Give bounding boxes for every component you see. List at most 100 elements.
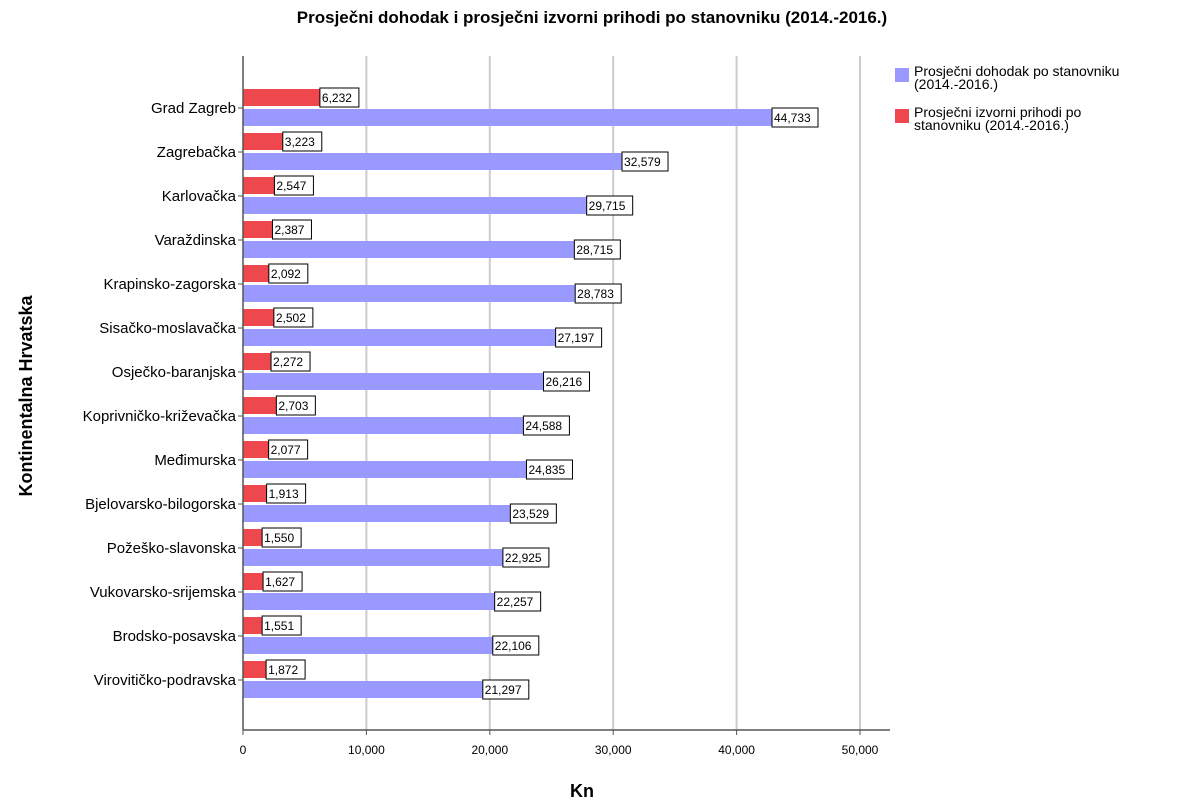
data-label-dohodak-box (482, 679, 530, 700)
data-label-izvorni-prihodi-box (275, 395, 316, 416)
bar-izvorni-prihodi (243, 177, 275, 194)
category-label: Karlovačka (162, 188, 237, 205)
x-tick-label: 20,000 (471, 743, 508, 757)
data-label-dohodak-box (573, 239, 621, 260)
data-label-dohodak-box (586, 195, 634, 216)
category-label: Koprivničko-križevačka (83, 408, 237, 425)
data-label-dohodak: 21,297 (485, 683, 522, 697)
bar-izvorni-prihodi (243, 485, 267, 502)
data-label-izvorni-prihodi: 6,232 (322, 91, 352, 105)
data-label-izvorni-prihodi: 2,092 (271, 267, 301, 281)
bar-dohodak (243, 549, 526, 566)
bar-dohodak (243, 593, 518, 610)
category-label: Osječko-baranjska (112, 364, 237, 381)
data-label-dohodak-box (621, 151, 669, 172)
x-tick-label: 10,000 (348, 743, 385, 757)
axes: 0 10,000 20,000 30,000 40,000 50,000 Grad Zagr… (83, 56, 890, 757)
data-labels: 6,232 44,733 3,223 32,579 2,547 29,715 2,387 28… (261, 87, 819, 700)
category-label: Požeško-slavonska (107, 540, 237, 557)
data-label-izvorni-prihodi: 1,872 (268, 663, 298, 677)
data-label-dohodak: 27,197 (558, 331, 595, 345)
data-label-izvorni-prihodi-box (270, 351, 311, 372)
y-axis-title: Kontinentalna Hrvatska (16, 294, 36, 496)
data-label-dohodak: 26,216 (546, 375, 583, 389)
category-label: Varaždinska (155, 232, 237, 249)
data-label-izvorni-prihodi-box (268, 263, 309, 284)
data-label-izvorni-prihodi-box (262, 571, 303, 592)
category-label: Vukovarsko-srijemska (90, 584, 237, 601)
bar-dohodak (243, 153, 646, 170)
category-label: Grad Zagreb (151, 100, 236, 117)
data-label-izvorni-prihodi: 1,551 (264, 619, 294, 633)
legend-izvorni-prihodi-text: Prosječni izvorni prihodi po (914, 104, 1082, 120)
bar-izvorni-prihodi (243, 309, 274, 326)
data-label-izvorni-prihodi-box (265, 659, 306, 680)
bar-izvorni-prihodi (243, 661, 267, 678)
bar-izvorni-prihodi (243, 265, 269, 282)
chart-title: Prosječni dohodak i prosječni izvorni pr… (296, 8, 888, 27)
bar-dohodak (243, 373, 567, 390)
data-label-izvorni-prihodi-box (273, 175, 314, 196)
category-label: Bjelovarsko-bilogorska (85, 496, 237, 513)
bar-izvorni-prihodi (243, 133, 283, 150)
bar-dohodak (243, 329, 579, 346)
data-label-izvorni-prihodi: 2,703 (278, 399, 308, 413)
bar-izvorni-prihodi (243, 397, 277, 414)
data-label-dohodak: 22,257 (497, 595, 534, 609)
data-label-izvorni-prihodi-box (268, 439, 309, 460)
data-label-dohodak: 22,925 (505, 551, 542, 565)
data-label-izvorni-prihodi: 2,077 (271, 443, 301, 457)
bar-dohodak (243, 417, 547, 434)
data-label-dohodak-box (502, 547, 550, 568)
data-label-dohodak-box (492, 635, 540, 656)
bar-dohodak (243, 681, 506, 698)
data-label-dohodak: 32,579 (624, 155, 661, 169)
data-label-izvorni-prihodi: 2,387 (274, 223, 304, 237)
data-label-izvorni-prihodi: 1,913 (269, 487, 299, 501)
data-label-izvorni-prihodi: 1,550 (264, 531, 294, 545)
bar-izvorni-prihodi (243, 89, 320, 106)
data-label-izvorni-prihodi: 2,272 (273, 355, 303, 369)
x-axis-title: Kn (570, 781, 594, 800)
data-label-dohodak-box (494, 591, 542, 612)
data-label-dohodak-box (574, 283, 622, 304)
category-label: Brodsko-posavska (113, 628, 237, 645)
data-label-izvorni-prihodi-box (273, 307, 314, 328)
bar-izvorni-prihodi (243, 529, 263, 546)
bar-dohodak (243, 461, 550, 478)
data-label-dohodak: 28,783 (577, 287, 614, 301)
data-label-izvorni-prihodi: 2,547 (276, 179, 306, 193)
bar-izvorni-prihodi (243, 353, 272, 370)
data-label-dohodak: 23,529 (512, 507, 549, 521)
data-label-izvorni-prihodi-box (266, 483, 307, 504)
data-label-dohodak: 28,715 (576, 243, 613, 257)
data-label-dohodak: 44,733 (774, 111, 811, 125)
bar-dohodak (243, 197, 610, 214)
data-label-dohodak: 24,588 (525, 419, 562, 433)
category-label: Krapinsko-zagorska (103, 276, 236, 293)
bar-izvorni-prihodi (243, 441, 269, 458)
legend: Prosječni dohodak po stanovniku(2014.-20… (895, 63, 1119, 133)
bars (243, 89, 796, 698)
x-tick-label: 40,000 (718, 743, 755, 757)
x-tick-label: 0 (240, 743, 247, 757)
data-label-izvorni-prihodi-box (319, 87, 360, 108)
category-label: Zagrebačka (157, 144, 237, 161)
x-tick-label: 30,000 (595, 743, 632, 757)
legend-izvorni-prihodi-text: stanovniku (2014.-2016.) (914, 117, 1069, 133)
legend-dohodak-text: Prosječni dohodak po stanovniku (914, 63, 1119, 79)
data-label-dohodak: 29,715 (589, 199, 626, 213)
bar-dohodak (243, 637, 516, 654)
bar-dohodak (243, 241, 598, 258)
category-label: Virovitičko-podravska (94, 672, 237, 689)
data-label-dohodak-box (543, 371, 591, 392)
bar-dohodak (243, 505, 534, 522)
legend-dohodak-swatch (895, 68, 909, 82)
data-label-dohodak-box (522, 415, 570, 436)
data-label-izvorni-prihodi-box (261, 527, 302, 548)
data-label-izvorni-prihodi-box (261, 615, 302, 636)
data-label-dohodak-box (509, 503, 557, 524)
data-label-dohodak: 22,106 (495, 639, 532, 653)
legend-izvorni-prihodi-swatch (895, 109, 909, 123)
category-label: Sisačko-moslavačka (99, 320, 236, 337)
